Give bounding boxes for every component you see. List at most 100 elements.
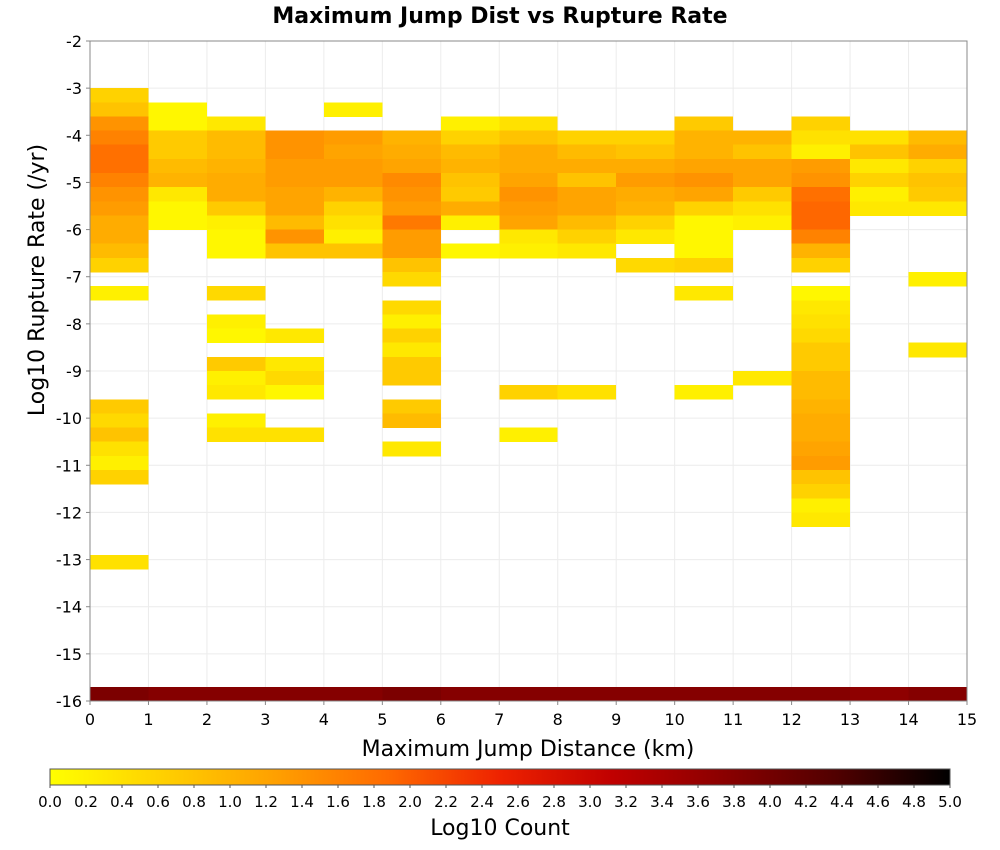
heatmap-cell	[382, 173, 441, 188]
x-tick-label: 3	[260, 710, 270, 729]
colorbar-tick-label: 2.2	[434, 793, 458, 811]
heatmap-cell	[206, 427, 266, 443]
heatmap-cell	[90, 686, 149, 701]
heatmap-cell	[90, 116, 149, 131]
heatmap-cell	[616, 130, 675, 146]
heatmap-cell	[90, 427, 149, 443]
heatmap-cell	[850, 130, 909, 146]
heatmap-cell	[440, 215, 500, 230]
heatmap-cell	[733, 686, 792, 701]
heatmap-cell	[440, 187, 500, 202]
heatmap-cell	[90, 399, 149, 414]
heatmap-cell	[616, 215, 675, 230]
heatmap-cell	[908, 272, 967, 287]
colorbar-tick-label: 3.8	[722, 793, 746, 811]
heatmap-cell	[499, 158, 558, 174]
heatmap-cell	[206, 413, 266, 428]
heatmap-cell	[674, 130, 734, 146]
heatmap-cell	[148, 158, 207, 174]
heatmap-cell	[382, 328, 441, 344]
x-tick-label: 10	[664, 710, 684, 729]
heatmap-cell	[733, 144, 792, 160]
heatmap-cell	[265, 385, 324, 400]
colorbar-tick-label: 4.8	[902, 793, 926, 811]
heatmap-cell	[499, 243, 558, 259]
heatmap-cell	[440, 173, 500, 188]
heatmap-cell	[206, 144, 266, 160]
heatmap-cell	[791, 385, 851, 400]
heatmap-cell	[323, 686, 383, 701]
heatmap-cell	[90, 413, 149, 428]
heatmap-cell	[206, 286, 266, 301]
heatmap-cell	[265, 201, 324, 216]
heatmap-cell	[148, 130, 207, 146]
heatmap-cell	[557, 187, 617, 202]
heatmap-cell	[791, 470, 851, 485]
heatmap-cell	[674, 229, 734, 245]
colorbar-tick-label: 4.6	[866, 793, 890, 811]
heatmap-cell	[674, 173, 734, 188]
heatmap-cell	[616, 158, 675, 174]
heatmap-cell	[382, 413, 441, 428]
heatmap-cell	[674, 286, 734, 301]
heatmap-cell	[791, 686, 851, 701]
heatmap-cell	[440, 130, 500, 146]
heatmap-cell	[908, 173, 967, 188]
heatmap-cell	[850, 158, 909, 174]
heatmap-cell	[90, 215, 149, 230]
heatmap-cells	[90, 88, 967, 701]
heatmap-cell	[850, 144, 909, 160]
heatmap-cell	[90, 173, 149, 188]
heatmap-cell	[908, 686, 967, 701]
heatmap-cell	[850, 173, 909, 188]
x-tick-label: 2	[202, 710, 212, 729]
heatmap-cell	[850, 201, 909, 216]
heatmap-cell	[908, 201, 967, 216]
y-tick-label: -12	[56, 503, 82, 522]
heatmap-cell	[674, 201, 734, 216]
y-tick-label: -8	[66, 315, 82, 334]
heatmap-cell	[323, 144, 383, 160]
heatmap-cell	[499, 187, 558, 202]
heatmap-cell	[674, 158, 734, 174]
heatmap-cell	[908, 342, 967, 358]
colorbar-tick-label: 1.2	[254, 793, 278, 811]
heatmap-cell	[206, 201, 266, 216]
heatmap-cell	[791, 399, 851, 414]
heatmap-cell	[382, 229, 441, 245]
y-axis-label: Log10 Rupture Rate (/yr)	[25, 144, 50, 416]
y-tick-label: -2	[66, 32, 82, 51]
heatmap-cell	[90, 286, 149, 301]
heatmap-cell	[616, 187, 675, 202]
heatmap-cell	[850, 686, 909, 701]
x-tick-label: 14	[898, 710, 918, 729]
heatmap-cell	[206, 356, 266, 372]
heatmap-cell	[616, 173, 675, 188]
heatmap-cell	[791, 455, 851, 471]
x-tick-label: 1	[143, 710, 153, 729]
heatmap-cell	[733, 215, 792, 230]
heatmap-cell	[733, 201, 792, 216]
heatmap-cell	[499, 427, 558, 443]
heatmap-cell	[499, 116, 558, 131]
heatmap-cell	[382, 187, 441, 202]
colorbar-tick-label: 3.0	[578, 793, 602, 811]
heatmap-cell	[148, 201, 207, 216]
colorbar-tick-label: 0.2	[74, 793, 98, 811]
heatmap-cell	[850, 187, 909, 202]
heatmap-cell	[265, 229, 324, 245]
heatmap-cell	[499, 173, 558, 188]
colorbar-label: Log10 Count	[430, 816, 570, 841]
heatmap-cell	[674, 187, 734, 202]
heatmap-cell	[382, 272, 441, 287]
heatmap-cell	[323, 158, 383, 174]
heatmap-cell	[382, 371, 441, 386]
heatmap-cell	[323, 229, 383, 245]
heatmap-cell	[557, 215, 617, 230]
heatmap-cell	[382, 144, 441, 160]
colorbar-tick-label: 4.4	[830, 793, 854, 811]
heatmap-cell	[791, 144, 851, 160]
heatmap-cell	[557, 144, 617, 160]
x-tick-label: 15	[957, 710, 977, 729]
heatmap-cell	[206, 173, 266, 188]
